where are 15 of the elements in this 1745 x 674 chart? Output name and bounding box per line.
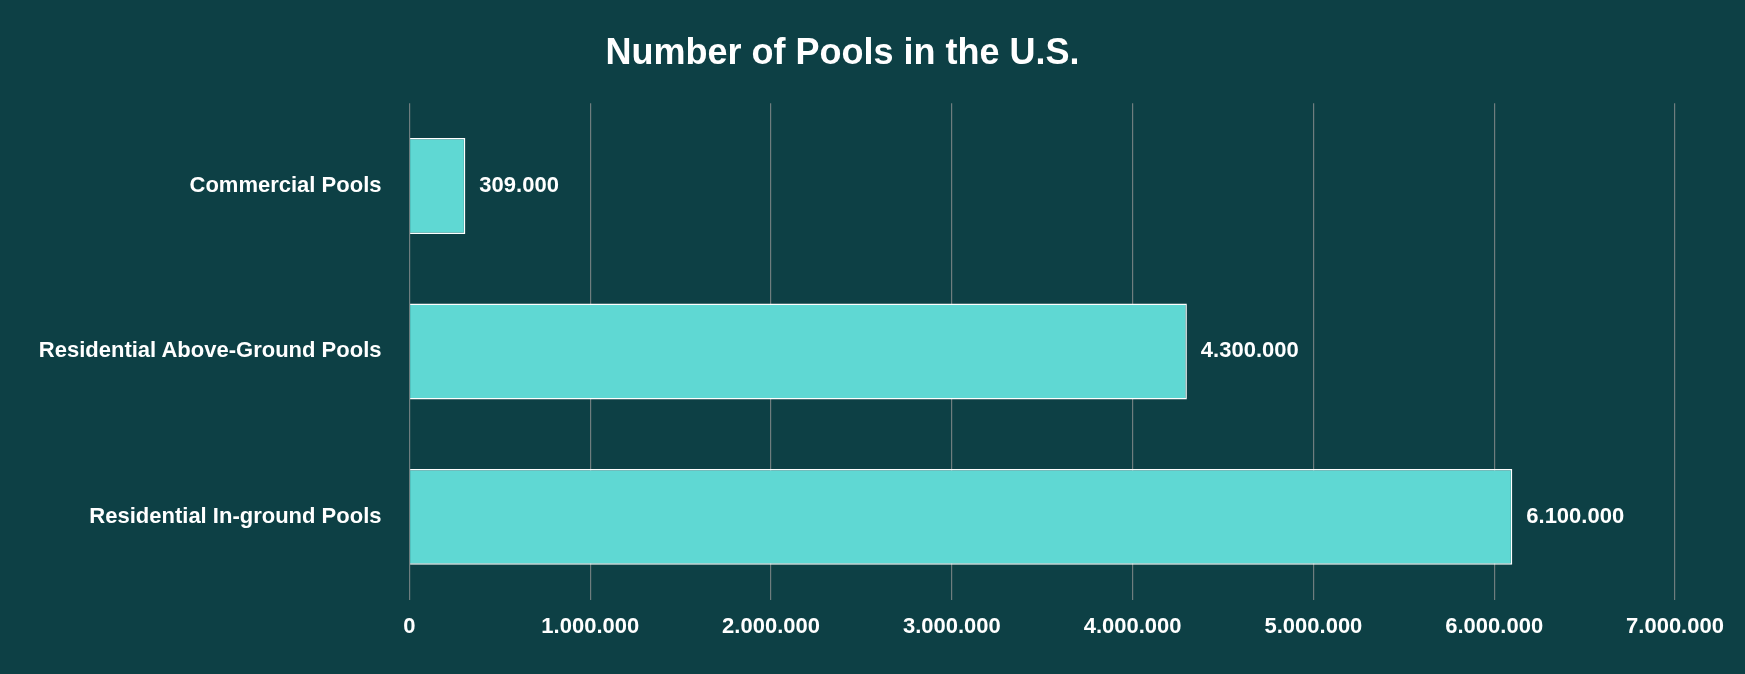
y-tick-label: Commercial Pools bbox=[189, 172, 382, 197]
data-label: 309.000 bbox=[479, 172, 559, 197]
x-tick-label: 7.000.000 bbox=[1626, 612, 1724, 638]
data-label: 4.300.000 bbox=[1200, 337, 1299, 363]
y-tick-label: Residential In-ground Pools bbox=[89, 502, 382, 528]
x-tick-label: 2.000.000 bbox=[722, 612, 820, 638]
x-tick-label: 1.000.000 bbox=[541, 612, 640, 638]
data-label: 6.100.000 bbox=[1526, 502, 1625, 528]
x-tick-label: 6.000.000 bbox=[1445, 612, 1544, 638]
y-tick-label: Residential Above-Ground Pools bbox=[38, 337, 382, 363]
x-tick-label: 3.000.000 bbox=[902, 612, 1001, 638]
chart-title: Number of Pools in the U.S. bbox=[605, 30, 1080, 72]
x-tick-label: 0 bbox=[403, 612, 416, 638]
x-tick-label: 5.000.000 bbox=[1264, 612, 1363, 638]
x-tick-label: 4.000.000 bbox=[1083, 612, 1182, 638]
